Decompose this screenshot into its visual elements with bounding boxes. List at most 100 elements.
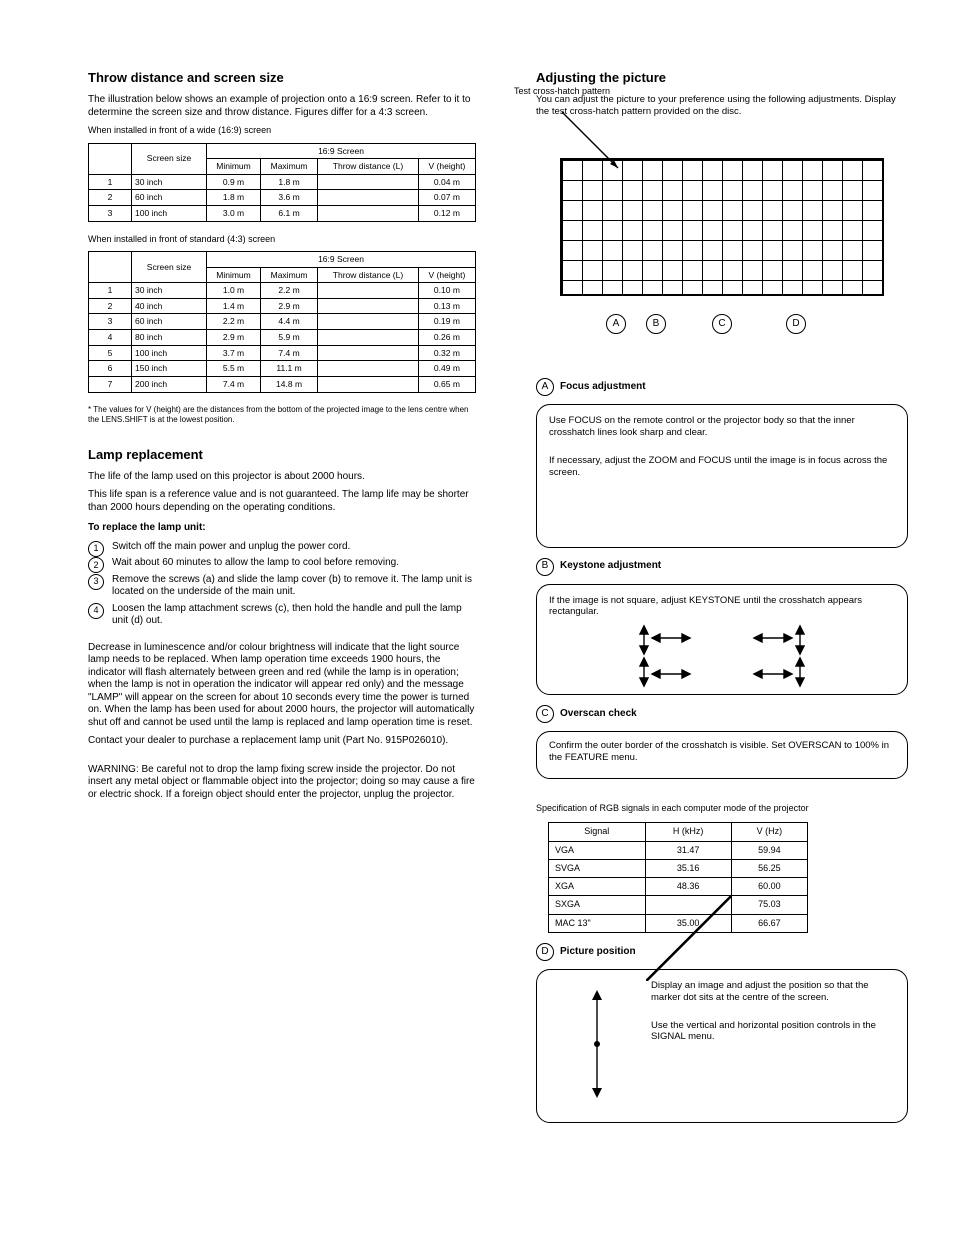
list-item: 1 Switch off the main power and unplug th…: [88, 541, 476, 554]
table-cell: [318, 190, 419, 206]
step-text: Loosen the lamp attachment screws (c), t…: [112, 603, 462, 627]
table-cell: 3: [89, 206, 132, 222]
table-cell: 30 inch: [132, 283, 207, 299]
table-cell: 6.1 m: [261, 206, 318, 222]
spec-table: SignalH (kHz)V (Hz)VGA31.4759.94SVGA35.1…: [548, 822, 808, 933]
table-cell: 7: [89, 376, 132, 392]
table-cell: 100 inch: [132, 345, 207, 361]
lead-C-icon: C: [536, 705, 554, 723]
throw-intro: The illustration below shows an example …: [88, 94, 476, 119]
lead-D-icon: D: [536, 943, 554, 961]
table-cell: 0.32 m: [418, 345, 475, 361]
box-B: If the image is not square, adjust KEYST…: [536, 584, 908, 696]
table-cell: 0.12 m: [418, 206, 475, 222]
table-cell: 3.0 m: [207, 206, 261, 222]
lamp-p1: The life of the lamp used on this projec…: [88, 471, 476, 484]
table-cell: 2: [89, 298, 132, 314]
boxD-p2: Use the vertical and horizontal position…: [651, 1020, 895, 1044]
table-cell: 3.6 m: [261, 190, 318, 206]
table-row: SVGA35.1656.25: [549, 859, 808, 877]
boxA-p1: Use FOCUS on the remote control or the p…: [549, 415, 895, 439]
table-cell: [318, 283, 419, 299]
steps-list: 1 Switch off the main power and unplug th…: [88, 541, 476, 628]
table-head-min: Minimum: [207, 159, 261, 175]
center-dot-icon: [594, 1041, 600, 1047]
step-number-icon: 4: [88, 603, 104, 619]
step-text: Wait about 60 minutes to allow the lamp …: [112, 557, 399, 568]
table-head-max: Maximum: [261, 159, 318, 175]
table-cell: 7.4 m: [261, 345, 318, 361]
table-cell: 1.8 m: [261, 174, 318, 190]
step-text: Remove the screws (a) and slide the lamp…: [112, 574, 472, 598]
box-A: Use FOCUS on the remote control or the p…: [536, 404, 908, 548]
table-cell: 56.25: [731, 859, 807, 877]
table-cell: [318, 314, 419, 330]
step-number-icon: 2: [88, 557, 104, 573]
lumen-table-wide: Screen size 16:9 Screen Minimum Maximum …: [88, 143, 476, 222]
table-row: 360 inch2.2 m4.4 m 0.19 m: [89, 314, 476, 330]
callout-B-icon: B: [646, 314, 666, 334]
crosshatch-diagram: A B C D: [560, 158, 884, 296]
table-cell: 3.7 m: [207, 345, 261, 361]
table-cell: 1.4 m: [207, 298, 261, 314]
table-cell: 2.9 m: [207, 330, 261, 346]
table-cell: [318, 206, 419, 222]
table-row: VGA31.4759.94: [549, 841, 808, 859]
crosshatch-label: Test cross-hatch pattern: [514, 86, 610, 97]
table-cell: 5.9 m: [261, 330, 318, 346]
table-row: 130 inch0.9 m1.8 m 0.04 m: [89, 174, 476, 190]
boxC-p: Confirm the outer border of the crosshat…: [549, 740, 895, 764]
boxD-p1: Display an image and adjust the position…: [651, 980, 895, 1004]
table-cell: 30 inch: [132, 174, 207, 190]
table-cell: SVGA: [549, 859, 646, 877]
table-cell: XGA: [549, 878, 646, 896]
table-row: SignalH (kHz)V (Hz): [549, 823, 808, 841]
step-text: Switch off the main power and unplug the…: [112, 541, 350, 552]
table-cell: MAC 13": [549, 914, 646, 932]
boxA-title: Focus adjustment: [560, 381, 646, 394]
lumen-caption-wide: When installed in front of a wide (16:9)…: [88, 125, 476, 136]
table-head: V (Hz): [731, 823, 807, 841]
table-cell: 3: [89, 314, 132, 330]
table-head: H (kHz): [645, 823, 731, 841]
table-cell: 48.36: [645, 878, 731, 896]
box-C: Confirm the outer border of the crosshat…: [536, 731, 908, 779]
table-cell: [318, 330, 419, 346]
table-cell: 0.19 m: [418, 314, 475, 330]
callout-A-icon: A: [606, 314, 626, 334]
table-cell: [318, 174, 419, 190]
table-cell: 2.2 m: [261, 283, 318, 299]
table-row: XGA48.3660.00: [549, 878, 808, 896]
table-cell: [318, 376, 419, 392]
table-cell: [645, 896, 731, 914]
callout-D-icon: D: [786, 314, 806, 334]
table-head-no: [89, 143, 132, 174]
lamp-p4: Contact your dealer to purchase a replac…: [88, 735, 476, 748]
table-cell: 0.04 m: [418, 174, 475, 190]
boxC-title: Overscan check: [560, 708, 637, 721]
lead-B-icon: B: [536, 558, 554, 576]
table-head: Signal: [549, 823, 646, 841]
table-cell: 14.8 m: [261, 376, 318, 392]
table-cell: 2.2 m: [207, 314, 261, 330]
box-D: Display an image and adjust the position…: [536, 969, 908, 1123]
table-cell: 0.49 m: [418, 361, 475, 377]
table-cell: 100 inch: [132, 206, 207, 222]
list-item: 3Remove the screws (a) and slide the lam…: [88, 574, 476, 599]
table-cell: 4.4 m: [261, 314, 318, 330]
table-head-sub: Throw distance (L): [318, 159, 419, 175]
step-number-icon: 1: [88, 541, 104, 557]
table-cell: 4: [89, 330, 132, 346]
section-title-adjust: Adjusting the picture: [536, 70, 908, 86]
table-cell: 0.9 m: [207, 174, 261, 190]
lumen-std-body: 130 inch1.0 m2.2 m 0.10 m240 inch1.4 m2.…: [89, 283, 476, 392]
table-head-size: Screen size: [132, 143, 207, 174]
lumen-table-std: Screen size 16:9 Screen Minimum Maximum …: [88, 251, 476, 393]
boxB-title: Keystone adjustment: [560, 560, 661, 573]
table-cell: 35.16: [645, 859, 731, 877]
table-cell: 5.5 m: [207, 361, 261, 377]
table-cell: 1.8 m: [207, 190, 261, 206]
table-cell: [318, 345, 419, 361]
boxB-p: If the image is not square, adjust KEYST…: [549, 595, 895, 619]
table-cell: 0.65 m: [418, 376, 475, 392]
